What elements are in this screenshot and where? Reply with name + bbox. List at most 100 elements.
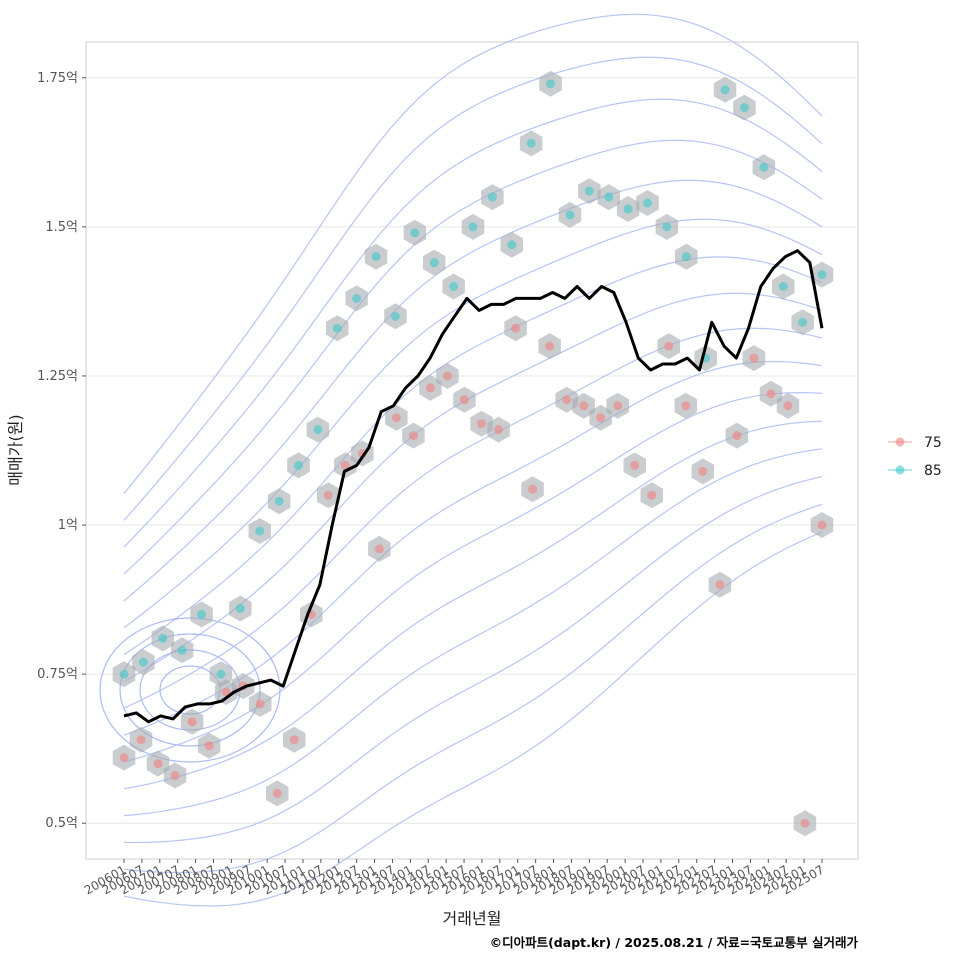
- density-ring-3: [119, 633, 261, 747]
- point-85-36: [817, 270, 827, 280]
- point-75-26: [562, 395, 572, 405]
- point-85-11: [332, 323, 342, 333]
- point-75-3: [170, 771, 180, 781]
- point-75-21: [477, 419, 487, 429]
- density-contour-12: [123, 139, 823, 575]
- point-75-1: [136, 735, 146, 745]
- point-75-22: [494, 425, 504, 435]
- point-75-18: [425, 383, 435, 393]
- point-85-16: [429, 258, 439, 268]
- legend-label-85: 85: [924, 463, 942, 479]
- density-contour-11: [123, 179, 823, 602]
- density-ring-4: [99, 617, 281, 763]
- point-85-31: [720, 85, 730, 95]
- point-85-15: [410, 228, 420, 238]
- density-contour-13: [123, 98, 823, 548]
- caption: ©디아파트(dapt.kr) / 2025.08.21 / 자료=국토교통부 실…: [490, 935, 859, 950]
- plot-panel: [85, 41, 859, 860]
- point-85-26: [623, 204, 633, 214]
- point-75-0: [119, 753, 129, 763]
- density-contour-9: [123, 256, 823, 656]
- point-85-2: [158, 633, 168, 643]
- point-85-33: [759, 162, 769, 172]
- legend-key-75: [895, 437, 905, 447]
- x-axis-title: 거래년월: [443, 909, 502, 928]
- point-75-41: [817, 520, 827, 530]
- point-85-4: [197, 609, 207, 619]
- point-85-23: [565, 210, 575, 220]
- point-75-17: [408, 431, 418, 441]
- point-85-25: [604, 192, 614, 202]
- point-85-6: [235, 604, 245, 614]
- density-contour-3: [123, 448, 823, 817]
- point-85-35: [798, 317, 808, 327]
- point-85-13: [371, 252, 381, 262]
- density-contour-14: [123, 56, 823, 521]
- point-75-33: [681, 401, 691, 411]
- density-contour-4: [123, 420, 823, 790]
- y-tick-label-4: 1.5억: [45, 220, 78, 235]
- density-contour-10: [123, 218, 823, 629]
- point-75-30: [630, 460, 640, 470]
- point-85-12: [352, 293, 362, 303]
- point-75-23: [511, 323, 521, 333]
- point-75-39: [783, 401, 793, 411]
- point-85-34: [778, 282, 788, 292]
- density-contours: [99, 13, 823, 907]
- y-tick-label-0: 0.5억: [45, 816, 78, 831]
- point-75-28: [596, 413, 606, 423]
- point-75-10: [289, 735, 299, 745]
- legend: 75 85: [888, 435, 942, 479]
- point-85-10: [313, 425, 323, 435]
- point-75-16: [391, 413, 401, 423]
- point-85-14: [390, 311, 400, 321]
- y-axis-title: 매매가(원): [6, 414, 25, 485]
- point-75-37: [749, 353, 759, 363]
- point-75-29: [613, 401, 623, 411]
- point-85-3: [177, 645, 187, 655]
- y-tick-label-5: 1.75억: [37, 71, 78, 86]
- point-85-8: [274, 496, 284, 506]
- density-contour-15: [123, 13, 823, 494]
- legend-key-85: [895, 465, 905, 475]
- point-75-2: [153, 759, 163, 769]
- trend-line: [123, 249, 824, 724]
- point-85-18: [468, 222, 478, 232]
- point-75-19: [442, 371, 452, 381]
- density-contour-7: [123, 327, 823, 709]
- point-75-13: [340, 460, 350, 470]
- point-85-29: [681, 252, 691, 262]
- point-75-36: [732, 431, 742, 441]
- point-85-19: [487, 192, 497, 202]
- point-75-5: [204, 741, 214, 751]
- point-75-9: [272, 788, 282, 798]
- point-85-22: [546, 79, 556, 89]
- point-75-27: [579, 401, 589, 411]
- density-contour-1: [123, 503, 823, 874]
- point-75-31: [647, 490, 657, 500]
- density-contour-0: [123, 531, 823, 907]
- point-75-35: [715, 580, 725, 590]
- point-85-20: [507, 240, 517, 250]
- y-tick-label-3: 1.25억: [37, 369, 78, 384]
- point-75-24: [528, 484, 538, 494]
- point-75-4: [187, 717, 197, 727]
- point-85-17: [449, 282, 459, 292]
- point-85-1: [138, 657, 148, 667]
- y-tick-label-2: 1억: [58, 518, 78, 533]
- density-contour-5: [123, 391, 823, 763]
- y-tick-label-1: 0.75억: [37, 667, 78, 682]
- point-85-27: [643, 198, 652, 208]
- point-75-8: [255, 699, 265, 709]
- point-85-21: [526, 138, 536, 148]
- point-75-20: [459, 395, 469, 405]
- point-75-12: [323, 490, 333, 500]
- point-85-24: [584, 186, 594, 196]
- point-85-28: [662, 222, 672, 232]
- point-85-7: [255, 526, 265, 536]
- point-75-34: [698, 466, 708, 476]
- point-75-25: [545, 341, 555, 351]
- point-75-38: [766, 389, 776, 399]
- point-85-0: [119, 669, 129, 679]
